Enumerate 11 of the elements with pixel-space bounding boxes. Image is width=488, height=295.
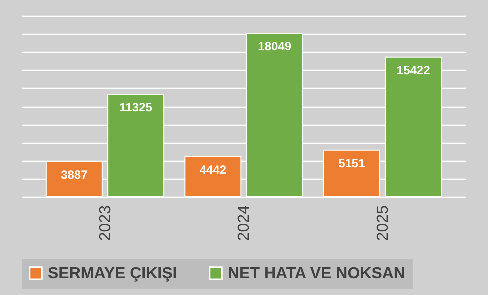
data-label: 4442 [200,162,227,177]
data-label: 18049 [258,40,292,54]
data-label: 5151 [338,156,366,170]
legend-label: NET HATA VE NOKSAN [228,265,406,282]
data-label: 3887 [61,168,88,182]
data-label: 11325 [120,100,153,115]
data-label: 15422 [396,63,431,78]
x-tick-label: 2025 [374,205,392,242]
legend-label: SERMAYE ÇIKIŞI [48,265,178,282]
x-tick-label: 2024 [236,205,253,242]
x-tick-label: 2023 [97,205,114,242]
